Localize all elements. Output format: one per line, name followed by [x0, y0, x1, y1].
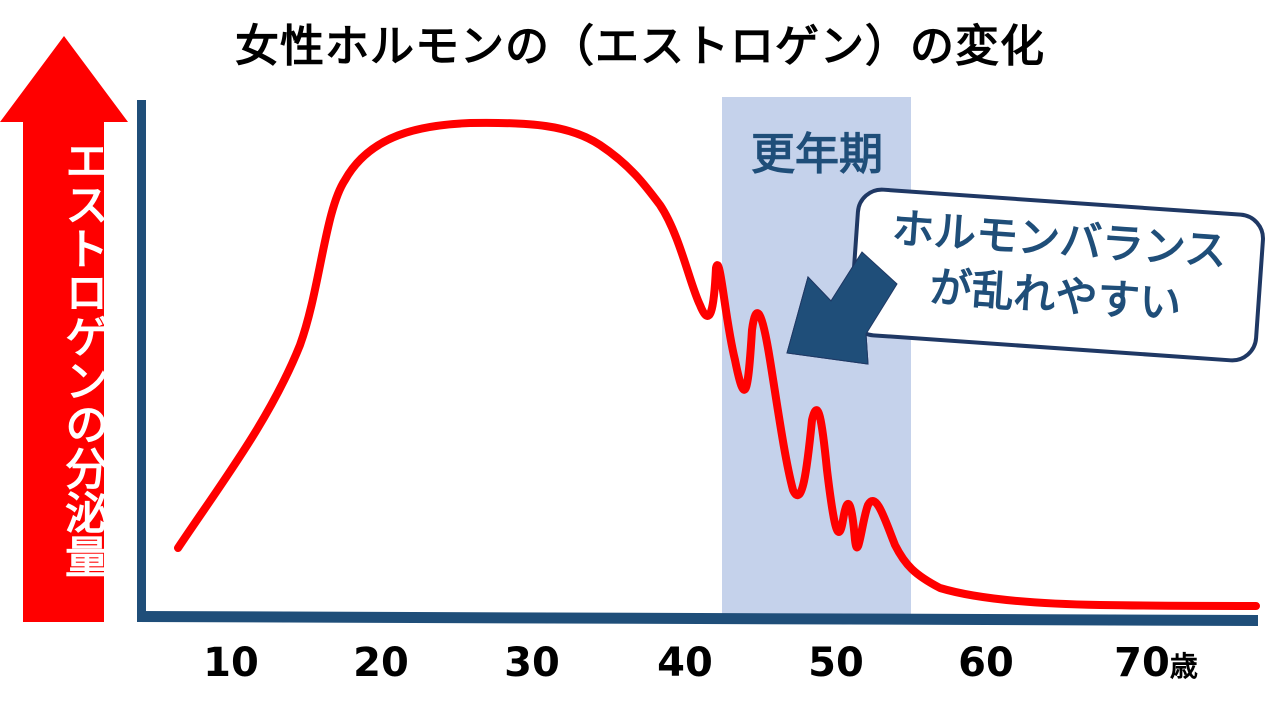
y-axis-arrow: [0, 34, 130, 624]
x-tick-50: 50: [808, 640, 864, 686]
callout-box: ホルモンバランス が乱れやすい: [847, 185, 1267, 365]
up-arrow-icon: [0, 36, 128, 622]
x-axis-line: [137, 611, 1258, 626]
x-tick-70: 70歳: [1114, 640, 1198, 686]
x-tick-10: 10: [203, 640, 259, 686]
x-tick-20: 20: [353, 640, 409, 686]
chart-title: 女性ホルモンの（エストロゲン）の変化: [235, 21, 1045, 72]
x-tick-40: 40: [657, 640, 713, 686]
x-tick-30: 30: [504, 640, 560, 686]
estrogen-curve: [174, 118, 1260, 610]
y-axis-label: エストロゲンの分泌量: [57, 138, 108, 578]
age-unit: 歳: [1169, 650, 1198, 683]
menopause-label: 更年期: [751, 129, 883, 180]
y-axis-line: [137, 100, 146, 620]
x-tick-60: 60: [958, 640, 1014, 686]
callout-text: ホルモンバランス が乱れやすい: [853, 198, 1262, 338]
